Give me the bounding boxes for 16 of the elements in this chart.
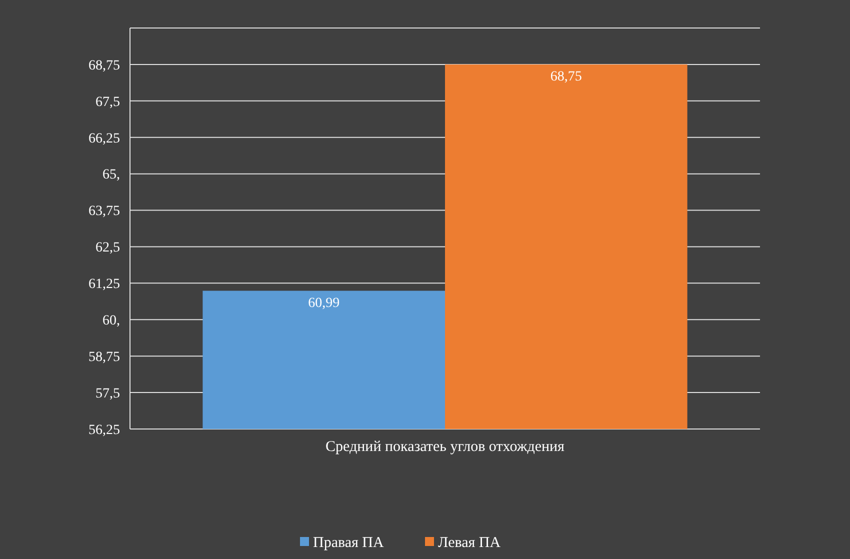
data-label: 68,75 xyxy=(550,69,582,84)
y-tick-label: 65, xyxy=(102,168,120,183)
data-label: 60,99 xyxy=(308,296,340,311)
y-tick-label: 67,5 xyxy=(96,94,120,110)
y-tick-label: 56,25 xyxy=(88,422,120,438)
legend-label: Левая ПА xyxy=(438,535,501,551)
y-tick-label: 63,75 xyxy=(88,204,120,220)
y-tick-label: 68,75 xyxy=(88,58,120,74)
y-tick-label: 57,5 xyxy=(96,386,120,402)
legend-label: Правая ПА xyxy=(313,535,384,551)
y-tick-label: 61,25 xyxy=(88,277,120,292)
y-tick-label: 62,5 xyxy=(96,240,120,256)
y-tick-label: 60, xyxy=(102,314,120,329)
y-tick-label: 58,75 xyxy=(88,350,120,365)
x-tick-label: Средний показатеь углов отхождения xyxy=(326,439,565,455)
y-tick-label: 66,25 xyxy=(88,131,120,146)
